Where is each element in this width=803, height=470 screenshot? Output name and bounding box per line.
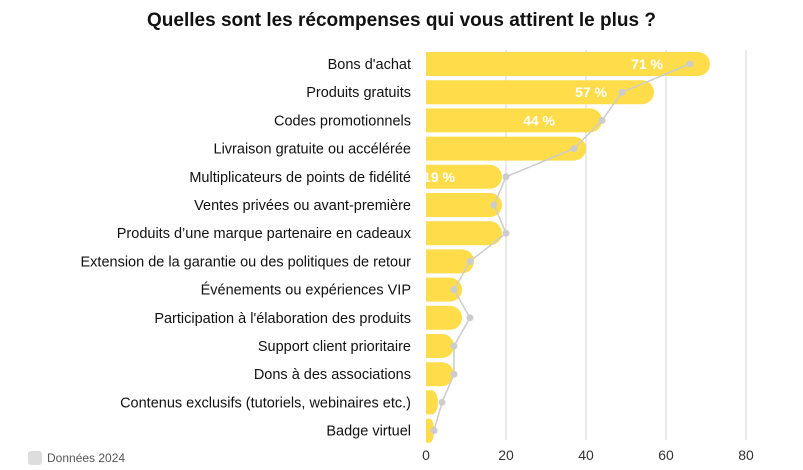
category-label: Produits gratuits [306,85,411,101]
category-label: Produits d’une marque partenaire en cade… [117,226,412,242]
bar [426,362,455,387]
data-label: 44 % [523,112,555,128]
comparison-point [450,286,458,294]
category-label: Dons à des associations [254,367,411,383]
bar [426,249,474,274]
category-label: Badge virtuel [326,424,411,440]
bar [426,305,462,330]
comparison-point [598,116,606,124]
category-label: Bons d'achat [328,57,411,73]
comparison-point [430,427,438,435]
comparison-point [450,370,458,378]
bar [426,164,503,189]
comparison-point [502,173,510,181]
bar [426,418,434,443]
bar [426,80,654,105]
bar [426,193,502,217]
data-label: 19 % [423,169,455,185]
legend-swatch [28,451,42,465]
x-tick-label: 60 [658,447,674,463]
category-label: Extension de la garantie ou des politiqu… [81,254,412,270]
comparison-point [618,88,626,96]
category-label: Ventes privées ou avant-première [194,198,411,214]
comparison-point [466,314,474,322]
bar [426,136,586,161]
data-label: 71 % [631,56,663,72]
comparison-line [433,63,691,431]
x-tick-label: 40 [578,447,594,463]
comparison-point [686,60,694,68]
legend-label: Données 2024 [47,451,126,465]
comparison-point [450,342,458,350]
comparison-point [466,257,474,265]
bar [426,52,710,76]
category-label: Multiplicateurs de points de fidélité [189,170,411,186]
bar [426,277,462,302]
category-label: Contenus exclusifs (tutoriels, webinaire… [120,395,411,411]
comparison-point [490,201,498,209]
comparison-point [570,145,578,153]
category-label: Support client prioritaire [258,339,411,355]
category-label: Codes promotionnels [274,113,411,129]
category-label: Participation à l'élaboration des produi… [154,311,411,327]
comparison-point [438,398,446,406]
x-tick-label: 0 [422,447,430,463]
category-label: Événements ou expériences VIP [201,282,411,299]
x-tick-label: 80 [738,447,754,463]
bar [426,390,438,415]
comparison-point [502,229,510,237]
bar [426,221,503,246]
legend[interactable]: Données 2024 [28,451,125,465]
x-tick-label: 20 [498,447,514,463]
data-label: 57 % [575,84,607,100]
bar [426,108,602,133]
chart-title: Quelles sont les récompenses qui vous at… [147,10,656,31]
bar [426,334,454,358]
category-label: Livraison gratuite ou accélérée [214,142,411,158]
